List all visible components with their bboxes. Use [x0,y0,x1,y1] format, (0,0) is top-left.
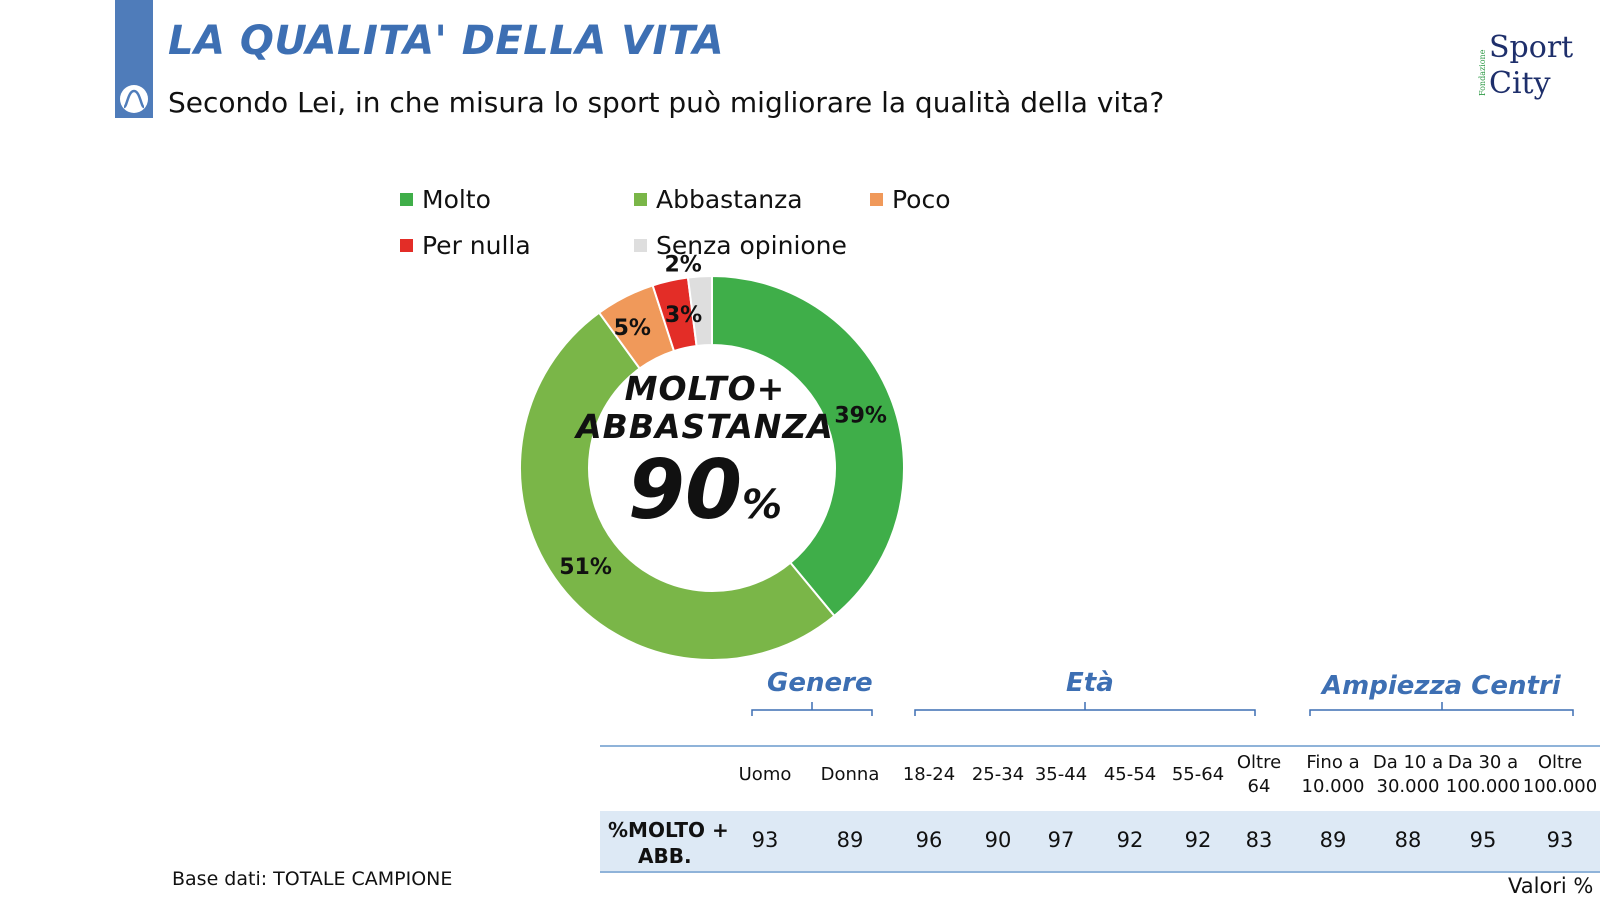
group-label-genere: Genere [767,668,873,698]
table-cell-value: 93 [751,828,779,852]
column-header: 55-64 [1158,763,1238,787]
values-unit-note: Valori % [1508,874,1594,898]
column-header-line1: Da 30 a [1447,752,1519,773]
column-header: Da 30 a 100.000 [1443,751,1523,799]
table-cell-value: 88 [1394,828,1422,852]
table-cell-value: 97 [1047,828,1075,852]
center-total-unit: % [742,482,783,528]
table-cell-value: 93 [1546,828,1574,852]
column-header-line1: 55-64 [1171,764,1225,785]
row-label-line1: %MOLTO + [608,818,729,842]
table-header-row: Uomo Donna 18-24 25-34 35-44 45-54 55-64 Oltre 6… [600,751,1600,808]
legend-label-poco: Poco [892,185,951,214]
table-data-row: %MOLTO + ABB. 93 89 96 90 97 92 92 83 89 88 95 93 [600,811,1600,871]
legend-label-per-nulla: Per nulla [422,231,531,260]
donut-label-senza-opinione: 2% [664,252,701,277]
center-line-molto: MOLTO+ [624,369,786,408]
center-line-abbastanza: ABBASTANZA [576,407,834,446]
table-cell-value: 92 [1116,828,1144,852]
sport-city-logo: Fondazione Sport City [1478,30,1578,105]
column-header: Oltre 100.000 [1520,751,1600,799]
brace-genere [751,702,873,716]
group-label-ampiezza-centri: Ampiezza Centri [1322,671,1561,701]
donut-label-molto: 39% [834,403,887,428]
row-label-line2: ABB. [638,844,692,868]
column-header-line1: Da 10 a [1372,752,1444,773]
legend-swatch-senza-opinione [634,239,647,252]
row-label: %MOLTO + ABB. [608,817,729,869]
legend-item-senza-opinione: Senza opinione [634,231,847,260]
table-bottom-rule [600,871,1600,873]
column-header: 35-44 [1021,763,1101,787]
center-total-value: 90% [560,446,850,550]
page-title: LA QUALITA' DELLA VITA [168,18,725,64]
column-header-line2: 64 [1247,776,1271,797]
legend-label-abbastanza: Abbastanza [656,185,803,214]
table-cell-value: 96 [915,828,943,852]
column-header-line1: Donna [820,764,880,785]
column-header-line1: Oltre [1236,752,1282,773]
breakdown-table: Uomo Donna 18-24 25-34 35-44 45-54 55-64 Oltre 6… [600,745,1600,873]
legend-swatch-abbastanza [634,193,647,206]
column-header: Da 10 a 30.000 [1368,751,1448,799]
legend-item-poco: Poco [870,185,951,214]
legend-item-molto: Molto [400,185,491,214]
brand-word-sport: Sport [1489,30,1574,65]
survey-question: Secondo Lei, in che misura lo sport può … [168,86,1165,119]
column-header-line1: 45-54 [1103,764,1157,785]
donut-label-per-nulla: 3% [665,303,702,328]
donut-slice-senza-opinione [686,274,713,348]
column-header: 18-24 [889,763,969,787]
column-header: 45-54 [1090,763,1170,787]
table-cell-value: 89 [836,828,864,852]
donut-label-abbastanza: 51% [559,555,612,580]
column-header: Donna [810,763,890,787]
table-cell-value: 92 [1184,828,1212,852]
legend-label-molto: Molto [422,185,491,214]
column-header-line1: Fino a [1306,752,1360,773]
column-header-line2: 30.000 [1376,776,1440,797]
legend-swatch-per-nulla [400,239,413,252]
column-header: Uomo [725,763,805,787]
brace-ampiezza-centri [1309,702,1574,716]
column-header-line2: 10.000 [1301,776,1365,797]
table-cell-value: 90 [984,828,1012,852]
legend-swatch-poco [870,193,883,206]
legend-item-per-nulla: Per nulla [400,231,531,260]
legend-item-abbastanza: Abbastanza [634,185,803,214]
column-header-line1: Uomo [738,764,792,785]
column-header-line1: 35-44 [1034,764,1088,785]
brace-eta [914,702,1256,716]
arch-logo-icon [115,80,153,118]
column-header: Oltre 64 [1219,751,1299,799]
donut-slice-molto [711,274,905,618]
column-header-line2: 100.000 [1522,776,1598,797]
table-cell-value: 95 [1469,828,1497,852]
column-header: 25-34 [958,763,1038,787]
legend-swatch-molto [400,193,413,206]
base-footnote: Base dati: TOTALE CAMPIONE [172,868,453,890]
table-cell-value: 89 [1319,828,1347,852]
column-header-line1: 25-34 [971,764,1025,785]
column-header-line1: Oltre [1537,752,1583,773]
legend-label-senza-opinione: Senza opinione [656,231,847,260]
column-header: Fino a 10.000 [1293,751,1373,799]
table-top-rule [600,745,1600,747]
donut-label-poco: 5% [614,316,651,341]
column-header-line1: 18-24 [902,764,956,785]
table-cell-value: 83 [1245,828,1273,852]
center-total-number: 90 [627,443,743,538]
donut-center-label: MOLTO+ ABBASTANZA 90% [560,370,850,550]
column-header-line2: 100.000 [1445,776,1521,797]
group-label-eta: Età [1066,668,1114,698]
donut-slice-abbastanza [519,311,836,661]
brand-word-city: City [1489,66,1551,101]
chart-legend: Molto Abbastanza Poco Per nulla Senza op… [400,185,1000,265]
